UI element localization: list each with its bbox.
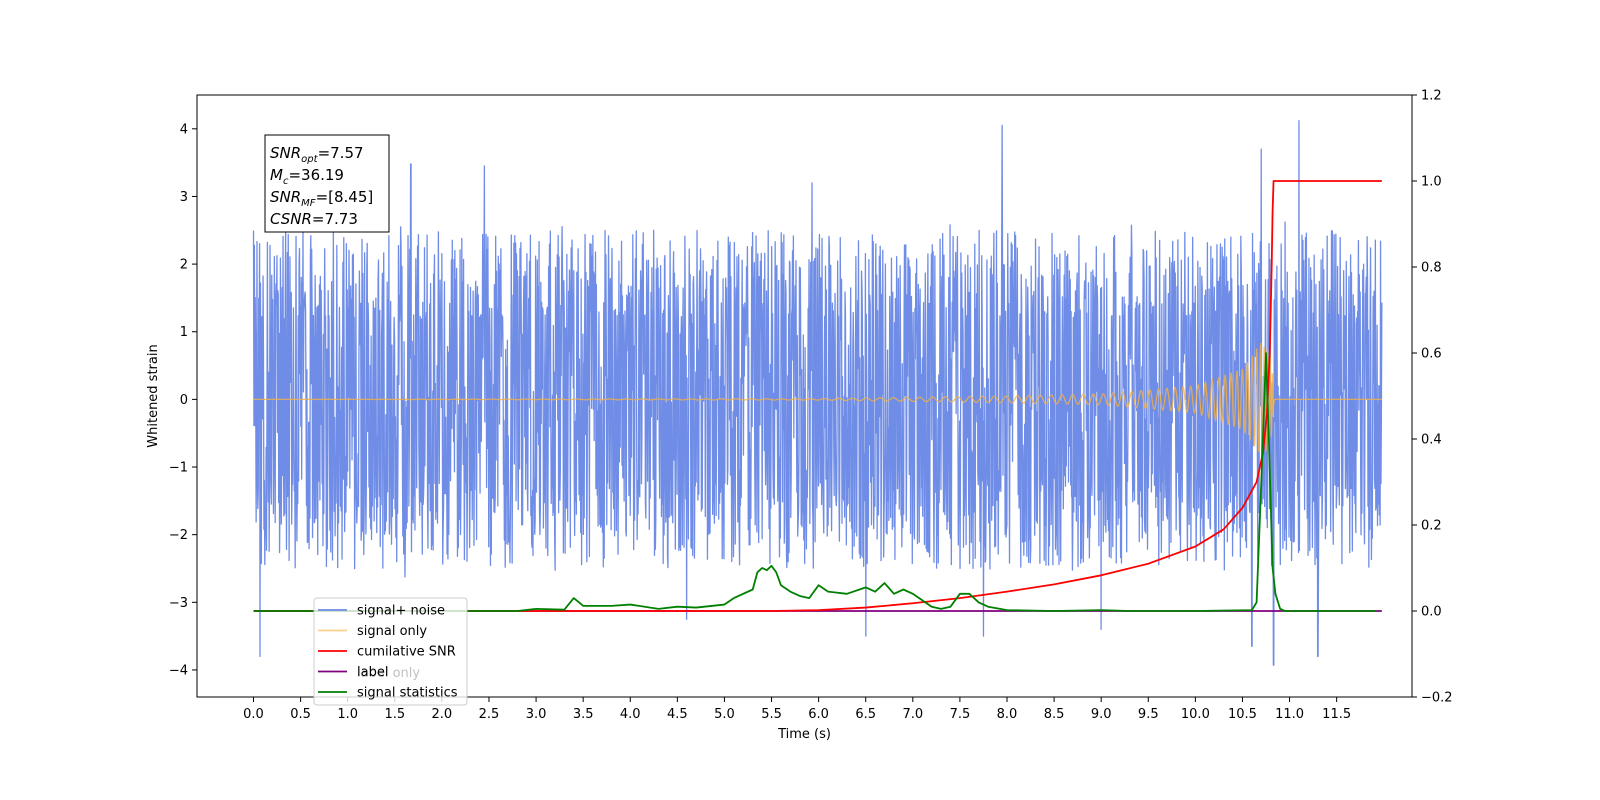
y2-tick-label: 1.2: [1421, 89, 1442, 104]
y2-tick-label: 0.0: [1421, 605, 1442, 620]
y-tick-label: −1: [169, 461, 188, 476]
x-axis: 0.0 0.5 1.0 1.5 2.0 2.5 3.0 3.5 4.0 4.5 5.0 5.5 6.0 6…: [243, 697, 1351, 722]
stat-line: CSNR=7.73: [270, 210, 358, 228]
legend-box: [313, 597, 468, 706]
x-tick-label: 2.0: [432, 707, 453, 722]
stat-line: SNRMF=[8.45]: [270, 188, 373, 209]
x-tick-label: 0.0: [243, 707, 264, 722]
y-axis-left: −4 −3 −2 −1 0 1 2 3 4: [169, 122, 197, 678]
x-tick-label: 5.0: [714, 707, 735, 722]
x-tick-label: 5.5: [761, 707, 782, 722]
x-tick-label: 11.0: [1275, 707, 1304, 722]
y-axis-right: −0.2 0.0 0.2 0.4 0.6 0.8 1.0 1.2: [1412, 89, 1453, 706]
legend-entry: signal statistics: [357, 686, 458, 701]
x-tick-label: 6.0: [808, 707, 829, 722]
y-tick-label: 2: [180, 258, 188, 273]
y2-tick-label: 0.2: [1421, 519, 1442, 534]
x-tick-label: 3.0: [526, 707, 547, 722]
x-axis-title: Time (s): [777, 727, 831, 742]
stats-box-border: [264, 134, 390, 233]
series-signal-statistics: [253, 352, 1377, 612]
y-tick-label: 1: [180, 325, 188, 340]
axes-frame: [196, 94, 1413, 698]
x-tick-label: 4.5: [667, 707, 688, 722]
y2-tick-label: 0.4: [1421, 433, 1442, 448]
stat-line: Mc=36.19: [270, 166, 344, 187]
legend-entry: label: [357, 665, 388, 680]
series-signal-noise: [252, 120, 1383, 666]
axes-border: [196, 94, 1413, 698]
x-tick-label: 2.5: [479, 707, 500, 722]
x-tick-label: 7.0: [902, 707, 923, 722]
legend-hidden-text: label only: [357, 666, 420, 681]
y-tick-label: −4: [169, 663, 188, 678]
y-tick-label: 4: [180, 122, 188, 137]
legend-entry: cumilative SNR: [357, 645, 456, 660]
x-tick-label: 7.5: [950, 707, 971, 722]
x-tick-label: 8.0: [997, 707, 1018, 722]
y-tick-label: 0: [180, 393, 188, 408]
x-tick-label: 1.5: [384, 707, 405, 722]
y-tick-label: 3: [180, 190, 188, 205]
x-tick-label: 9.0: [1091, 707, 1112, 722]
y-tick-label: −2: [169, 528, 188, 543]
x-tick-label: 8.5: [1044, 707, 1065, 722]
x-tick-label: 11.5: [1322, 707, 1351, 722]
x-tick-label: 10.0: [1181, 707, 1210, 722]
x-tick-label: 3.5: [573, 707, 594, 722]
legend: label only signal+ noise signal only cumila…: [313, 597, 468, 706]
x-tick-label: 6.5: [855, 707, 876, 722]
stat-line: SNRopt=7.57: [270, 144, 364, 165]
y-tick-label: −3: [169, 596, 188, 611]
y2-tick-label: −0.2: [1421, 691, 1453, 706]
y2-tick-label: 0.6: [1421, 347, 1442, 362]
legend-entry: signal only: [357, 624, 427, 639]
x-tick-label: 1.0: [337, 707, 358, 722]
series-cumulative-snr: [253, 180, 1382, 612]
y2-tick-label: 0.8: [1421, 261, 1442, 276]
x-tick-label: 10.5: [1228, 707, 1257, 722]
y-axis-title: Whitened strain: [146, 344, 161, 447]
series-signal-only: [253, 342, 1382, 456]
y2-tick-label: 1.0: [1421, 175, 1442, 190]
x-tick-label: 9.5: [1138, 707, 1159, 722]
x-tick-label: 0.5: [290, 707, 311, 722]
legend-entry: signal+ noise: [357, 604, 445, 619]
x-tick-label: 4.0: [620, 707, 641, 722]
